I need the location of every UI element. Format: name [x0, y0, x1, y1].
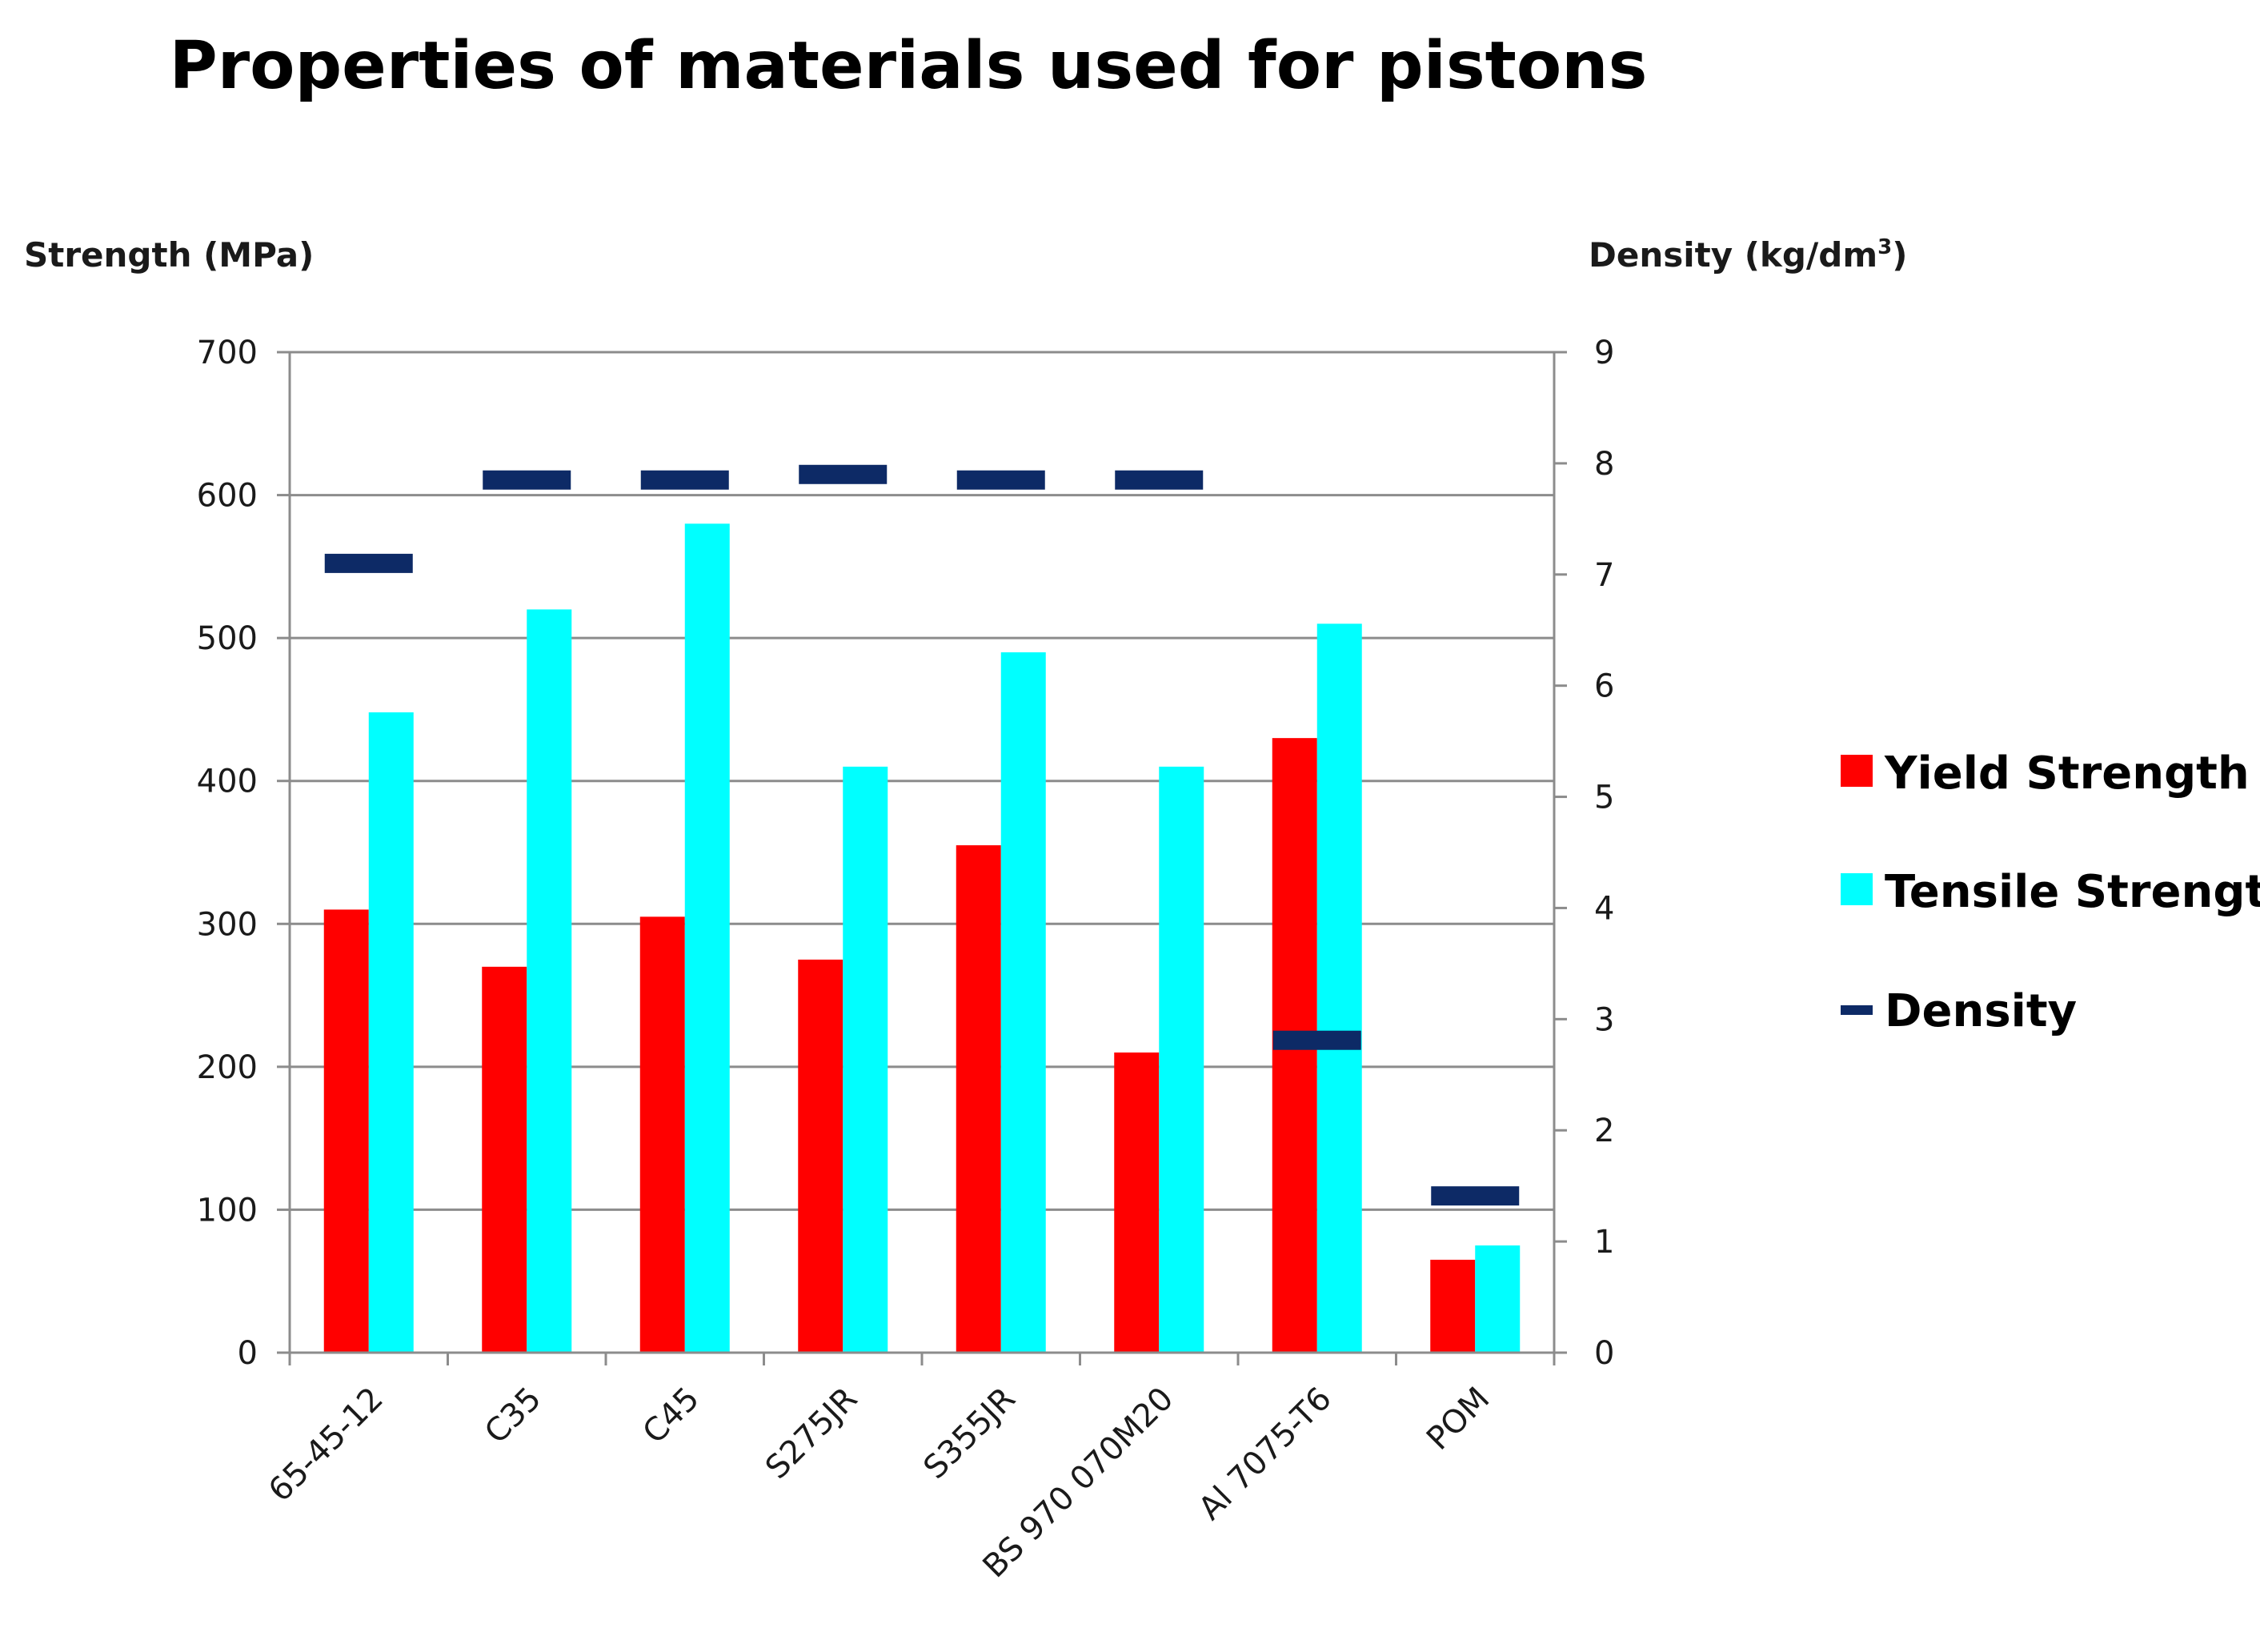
- bar-yield-S275JR: [798, 959, 843, 1353]
- bar-tensile-C45: [684, 523, 730, 1353]
- y2-axis-title-main: Density (kg/dm: [1589, 235, 1877, 275]
- chart-title: Properties of materials used for pistons: [170, 28, 1648, 104]
- bar-yield-S355JR: [956, 845, 1001, 1353]
- y-tick-label: 600: [197, 478, 258, 515]
- density-marker-S355JR: [956, 470, 1045, 490]
- category-label-Al 7075-T6: Al 7075-T6: [1192, 1381, 1339, 1528]
- bar-tensile-Al 7075-T6: [1316, 624, 1362, 1353]
- legend: Yield Strength Tensile Strength Density: [1841, 748, 2260, 1037]
- y2-tick-label: 2: [1594, 1113, 1614, 1149]
- y2-tick-label: 9: [1594, 335, 1614, 371]
- tick-labels: 0 100 200 300 400 500 600 700 0 1 2 3 4 5 6 7 8 9: [197, 335, 1615, 1372]
- density-marker-C35: [483, 470, 571, 490]
- y-tick-label: 200: [197, 1049, 258, 1086]
- legend-label-tensile-strength: Tensile Strength: [1885, 866, 2260, 918]
- y2-axis-title: Density (kg/dm3): [1589, 235, 1907, 275]
- bar-yield-POM: [1430, 1259, 1476, 1353]
- y2-tick-label: 4: [1594, 890, 1614, 927]
- y-tick-label: 0: [238, 1335, 258, 1372]
- bar-yield-BS 970 070M20: [1114, 1053, 1160, 1353]
- legend-swatch-yield-strength: [1841, 755, 1873, 787]
- category-label-POM: POM: [1420, 1381, 1497, 1458]
- legend-swatch-density: [1841, 1005, 1873, 1015]
- y-axis-title: Strength (MPa): [24, 235, 314, 275]
- y2-tick-label: 3: [1594, 1001, 1614, 1038]
- legend-swatch-tensile-strength: [1841, 873, 1873, 905]
- gridlines: [290, 351, 1554, 1211]
- bar-tensile-65-45-12: [368, 712, 414, 1353]
- y2-tick-label: 5: [1594, 780, 1614, 816]
- bar-tensile-C35: [527, 609, 572, 1353]
- density-markers: [324, 464, 1520, 1206]
- legend-label-density: Density: [1885, 985, 2077, 1037]
- category-label-65-45-12: 65-45-12: [262, 1381, 391, 1510]
- y2-axis-title-close: ): [1892, 235, 1907, 275]
- bar-yield-C35: [482, 966, 527, 1353]
- bar-tensile-S275JR: [843, 766, 888, 1353]
- y-tick-label: 400: [197, 764, 258, 800]
- density-marker-65-45-12: [324, 553, 413, 573]
- legend-label-yield-strength: Yield Strength: [1884, 748, 2250, 800]
- y2-axis-title-sup: 3: [1877, 235, 1892, 259]
- density-marker-POM: [1431, 1186, 1520, 1206]
- y2-tick-label: 0: [1594, 1335, 1614, 1372]
- bar-yield-65-45-12: [323, 909, 369, 1353]
- category-label-S355JR: S355JR: [916, 1381, 1022, 1486]
- bar-yield-C45: [639, 916, 685, 1353]
- y2-tick-label: 8: [1594, 446, 1614, 483]
- bar-tensile-S355JR: [1000, 652, 1046, 1353]
- y-tick-label: 300: [197, 906, 258, 943]
- density-marker-BS 970 070M20: [1115, 470, 1204, 490]
- axes: [277, 351, 1567, 1365]
- y2-tick-label: 6: [1594, 668, 1614, 705]
- y-tick-label: 100: [197, 1192, 258, 1229]
- bars: [323, 523, 1521, 1353]
- category-label-C35: C35: [478, 1381, 548, 1451]
- density-marker-S275JR: [799, 464, 888, 484]
- y-tick-label: 500: [197, 620, 258, 657]
- category-label-C45: C45: [636, 1381, 707, 1451]
- bar-tensile-BS 970 070M20: [1159, 766, 1204, 1353]
- y-tick-label: 700: [197, 335, 258, 371]
- y2-tick-label: 7: [1594, 557, 1614, 594]
- density-marker-Al 7075-T6: [1272, 1030, 1361, 1050]
- density-marker-C45: [640, 470, 729, 490]
- bar-tensile-POM: [1475, 1245, 1521, 1353]
- category-label-S275JR: S275JR: [759, 1381, 864, 1486]
- y2-tick-label: 1: [1594, 1224, 1614, 1261]
